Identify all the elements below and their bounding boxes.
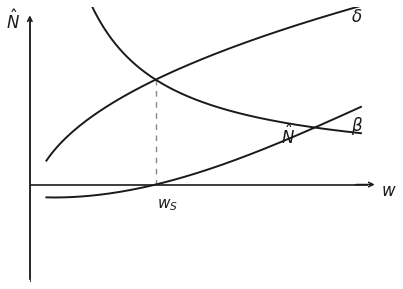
Text: $\hat{N}$: $\hat{N}$ [281, 125, 295, 148]
Text: $\delta$: $\delta$ [351, 9, 362, 26]
Text: $\hat{N}$: $\hat{N}$ [6, 10, 20, 33]
Text: $w_S$: $w_S$ [157, 197, 178, 213]
Text: $w$: $w$ [381, 183, 397, 200]
Text: $\beta$: $\beta$ [351, 115, 363, 137]
